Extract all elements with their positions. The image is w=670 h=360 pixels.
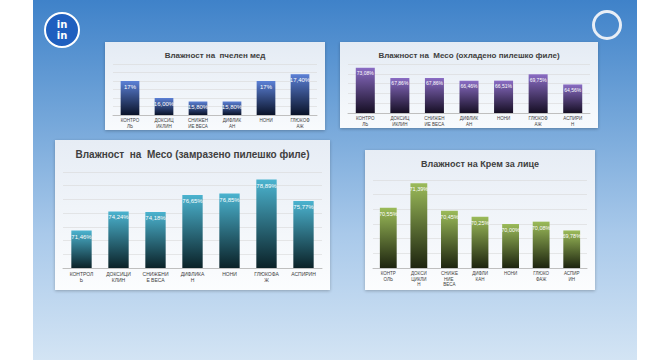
svg-text:74,24%: 74,24% [108, 214, 129, 220]
svg-text:76,65%: 76,65% [182, 198, 203, 204]
svg-text:Влажност на Крем за лице: Влажност на Крем за лице [421, 159, 539, 169]
svg-text:Влажност на Месо (охладено пи: Влажност на Месо (охладено пилешко филе) [378, 51, 559, 60]
svg-text:ИЕ ВЕСА: ИЕ ВЕСА [188, 124, 208, 129]
svg-text:70,55%: 70,55% [379, 211, 398, 217]
svg-text:ГЛЮКОФ: ГЛЮКОФ [290, 118, 310, 123]
svg-text:ИКЛИН: ИКЛИН [156, 124, 171, 129]
svg-text:АЖ: АЖ [535, 122, 543, 127]
svg-text:ОЛЬ: ОЛЬ [384, 277, 393, 282]
svg-text:АН: АН [466, 122, 472, 127]
svg-text:НИЕ: НИЕ [444, 277, 455, 282]
svg-text:НОНИ: НОНИ [222, 271, 237, 277]
svg-text:КОНТРО: КОНТРО [121, 118, 140, 123]
svg-text:ВЕСА: ВЕСА [443, 282, 455, 287]
svg-text:17%: 17% [124, 84, 137, 90]
svg-text:67,86%: 67,86% [391, 80, 409, 86]
svg-text:75,77%: 75,77% [293, 204, 314, 210]
svg-text:ИН: ИН [568, 277, 574, 282]
svg-text:76,85%: 76,85% [219, 197, 240, 203]
svg-text:74,18%: 74,18% [145, 215, 166, 221]
svg-text:ГЛЮКОФА: ГЛЮКОФА [254, 271, 279, 277]
svg-text:15,80%: 15,80% [188, 104, 209, 110]
svg-text:КОНТРОЛ: КОНТРОЛ [69, 271, 94, 277]
svg-text:ГЛЮКО: ГЛЮКО [533, 271, 549, 276]
svg-text:70,45%: 70,45% [440, 214, 459, 220]
svg-text:ФАЖ: ФАЖ [536, 277, 547, 282]
html-text:in: in [56, 30, 68, 41]
svg-text:69,78%: 69,78% [562, 233, 581, 239]
svg-text:ДИФЛИК: ДИФЛИК [223, 118, 242, 123]
svg-text:ДОКСИ: ДОКСИ [411, 271, 427, 276]
svg-text:СНИЖЕН: СНИЖЕН [424, 116, 444, 121]
svg-text:ДИФЛИ: ДИФЛИ [472, 271, 488, 276]
svg-text:ДОКСИЦИ: ДОКСИЦИ [106, 271, 131, 277]
svg-text:15,80%: 15,80% [222, 104, 243, 110]
svg-text:16,00%: 16,00% [154, 101, 175, 107]
svg-text:СНИЖЕНИ: СНИЖЕНИ [142, 271, 169, 277]
svg-text:ДОКСИЦ: ДОКСИЦ [155, 118, 175, 123]
svg-text:73,08%: 73,08% [357, 70, 375, 76]
svg-text:66,46%: 66,46% [461, 83, 479, 89]
svg-text:ГЛЮКОФ: ГЛЮКОФ [529, 116, 549, 121]
svg-text:ЦИКЛИ: ЦИКЛИ [411, 277, 426, 282]
svg-text:70,00%: 70,00% [501, 227, 520, 233]
svg-text:Е ВЕСА: Е ВЕСА [146, 277, 165, 283]
svg-text:70,08%: 70,08% [532, 225, 551, 231]
svg-text:66,51%: 66,51% [495, 83, 513, 89]
svg-text:64,56%: 64,56% [564, 87, 582, 93]
svg-text:ЛЬ: ЛЬ [127, 124, 133, 129]
svg-text:Н: Н [571, 122, 574, 127]
svg-text:КЛИН: КЛИН [112, 277, 126, 283]
svg-text:69,75%: 69,75% [530, 77, 548, 83]
svg-text:Н: Н [191, 277, 195, 283]
svg-text:АСПИРИН: АСПИРИН [291, 271, 316, 277]
svg-text:ЛЬ: ЛЬ [362, 122, 368, 127]
svg-text:ДИФЛИКА: ДИФЛИКА [180, 271, 205, 277]
svg-text:Н: Н [417, 282, 420, 287]
svg-text:Влажност на пчелен мед: Влажност на пчелен мед [165, 51, 266, 60]
svg-text:17%: 17% [260, 84, 273, 90]
svg-text:70,25%: 70,25% [471, 220, 490, 226]
svg-text:АСПИР: АСПИР [564, 271, 580, 276]
html-text:in: in [56, 19, 68, 30]
svg-text:78,89%: 78,89% [256, 183, 277, 189]
svg-text:НОНИ: НОНИ [504, 271, 517, 276]
svg-text:67,86%: 67,86% [426, 80, 444, 86]
svg-text:АСПИРИ: АСПИРИ [563, 116, 582, 121]
svg-text:КОНТР: КОНТР [381, 271, 396, 276]
svg-text:ИКЛИН: ИКЛИН [392, 122, 407, 127]
svg-text:71,39%: 71,39% [410, 186, 429, 192]
svg-text:ДИФЛИК: ДИФЛИК [460, 116, 479, 121]
svg-text:АЖ: АЖ [296, 124, 304, 129]
svg-text:КАН: КАН [476, 277, 485, 282]
svg-text:НОНИ: НОНИ [497, 116, 510, 121]
svg-text:ДОКСИЦ: ДОКСИЦ [390, 116, 410, 121]
svg-text:Ж: Ж [264, 277, 269, 283]
svg-text:17,40%: 17,40% [290, 77, 311, 83]
svg-text:КОНТРО: КОНТРО [356, 116, 375, 121]
svg-text:НОНИ: НОНИ [259, 118, 272, 123]
svg-text:СНИЖЕ: СНИЖЕ [441, 271, 458, 276]
svg-text:Влажност на Месо (замразено: Влажност на Месо (замразено пилешко филе… [76, 149, 310, 160]
svg-text:Ь: Ь [80, 277, 84, 283]
svg-text:АН: АН [229, 124, 235, 129]
svg-text:ИЕ ВЕСА: ИЕ ВЕСА [425, 122, 445, 127]
svg-text:СНИЖЕН: СНИЖЕН [188, 118, 208, 123]
svg-text:71,46%: 71,46% [71, 234, 92, 240]
